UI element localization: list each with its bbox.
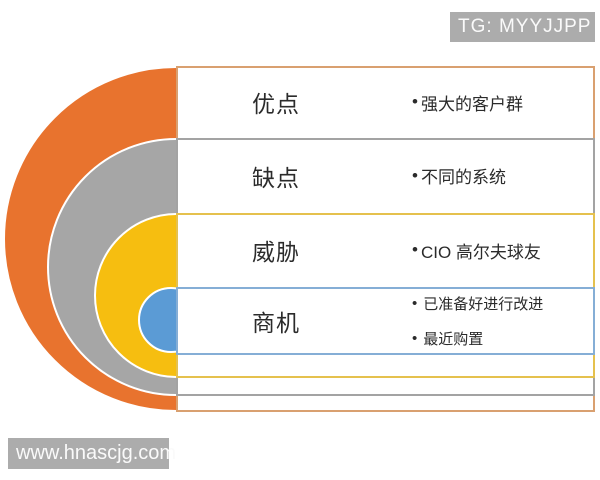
row-opportunities-label: 商机 <box>252 310 300 336</box>
bullet-icon: • <box>412 240 418 259</box>
bullet-text: 最近购置 <box>423 331 484 348</box>
row-weaknesses-label: 缺点 <box>252 164 300 191</box>
row-threats-label: 威胁 <box>252 239 300 265</box>
panel-opportunities <box>176 287 595 355</box>
bullet-text: 已准备好进行改进 <box>423 296 544 313</box>
row-opportunities-bullets: • 已准备好进行改进 • 最近购置 <box>412 293 543 349</box>
bullet-text: 强大的客户群 <box>420 94 523 114</box>
rings-cluster <box>0 0 176 480</box>
row-weaknesses: 缺点 • 不同的系统 <box>176 138 595 213</box>
bullet-item: • CIO 高尔夫球友 <box>412 238 541 263</box>
row-threats: 威胁 • CIO 高尔夫球友 <box>176 213 595 287</box>
row-strengths-bullets: • 强大的客户群 <box>412 90 523 115</box>
bullet-icon: • <box>412 295 418 312</box>
bullet-item: • 不同的系统 <box>412 163 506 188</box>
row-threats-bullets: • CIO 高尔夫球友 <box>412 238 541 263</box>
bullet-icon: • <box>412 165 418 185</box>
bullet-icon: • <box>412 330 418 347</box>
row-opportunities: 商机 • 已准备好进行改进 • 最近购置 <box>176 287 595 355</box>
row-weaknesses-bullets: • 不同的系统 <box>412 163 506 188</box>
watermark-website: www.hnascjg.com <box>8 438 176 469</box>
watermark-telegram: TG: MYYJJPP <box>450 12 595 42</box>
bullet-text: CIO 高尔夫球友 <box>420 242 541 262</box>
row-strengths: 优点 • 强大的客户群 <box>176 66 595 138</box>
bullet-item: • 强大的客户群 <box>412 90 523 115</box>
bullet-item: • 已准备好进行改进 <box>412 293 543 314</box>
row-strengths-label: 优点 <box>252 91 300 117</box>
bullet-text: 不同的系统 <box>420 168 506 187</box>
bullet-item: • 最近购置 <box>412 328 543 349</box>
bullet-icon: • <box>412 92 418 111</box>
